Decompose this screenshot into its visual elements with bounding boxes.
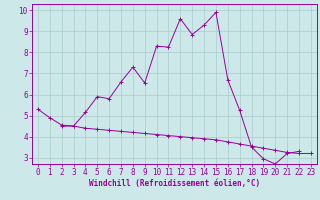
X-axis label: Windchill (Refroidissement éolien,°C): Windchill (Refroidissement éolien,°C): [89, 179, 260, 188]
